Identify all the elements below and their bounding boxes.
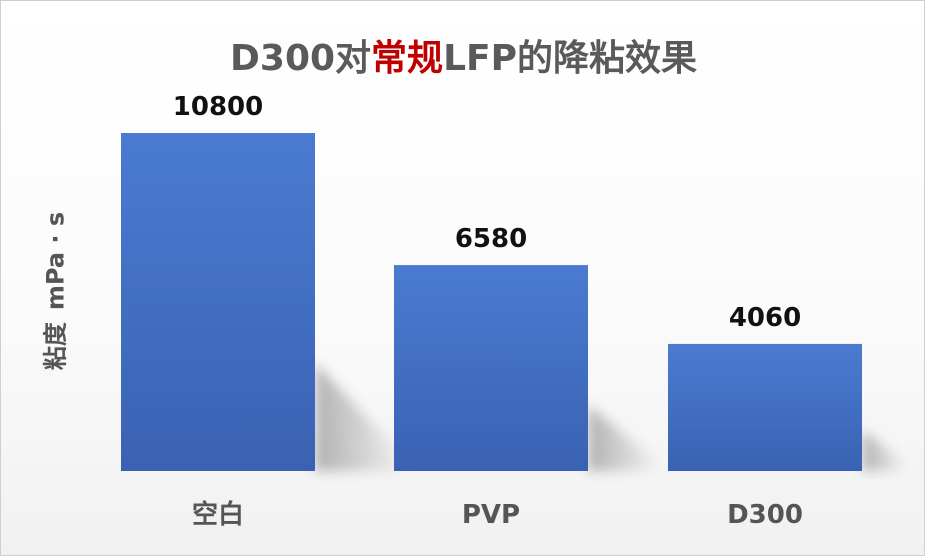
chart-title-highlight: 常规 bbox=[371, 38, 444, 79]
value-label-1: 6580 bbox=[455, 224, 527, 254]
bars-group bbox=[121, 133, 862, 471]
bar-shadow-2 bbox=[862, 430, 907, 471]
bar-shadows bbox=[315, 362, 907, 471]
bar-0 bbox=[121, 133, 315, 471]
category-label-0: 空白 bbox=[192, 499, 244, 530]
chart-title-part3: LFP的降粘效果 bbox=[443, 38, 697, 79]
chart-title: D300对常规LFP的降粘效果 bbox=[1, 29, 925, 81]
bar-1 bbox=[394, 265, 588, 471]
value-labels-group: 10800 6580 4060 bbox=[173, 92, 801, 333]
value-label-0: 10800 bbox=[173, 92, 263, 122]
category-label-1: PVP bbox=[462, 500, 520, 530]
value-label-2: 4060 bbox=[729, 303, 801, 333]
bar-shadow-0 bbox=[315, 362, 410, 471]
bar-shadow-1 bbox=[588, 405, 661, 471]
chart-title-part1: D300对 bbox=[230, 38, 372, 79]
category-label-2: D300 bbox=[727, 500, 803, 530]
category-labels-group: 空白 PVP D300 bbox=[192, 499, 803, 530]
bar-2 bbox=[668, 343, 862, 471]
